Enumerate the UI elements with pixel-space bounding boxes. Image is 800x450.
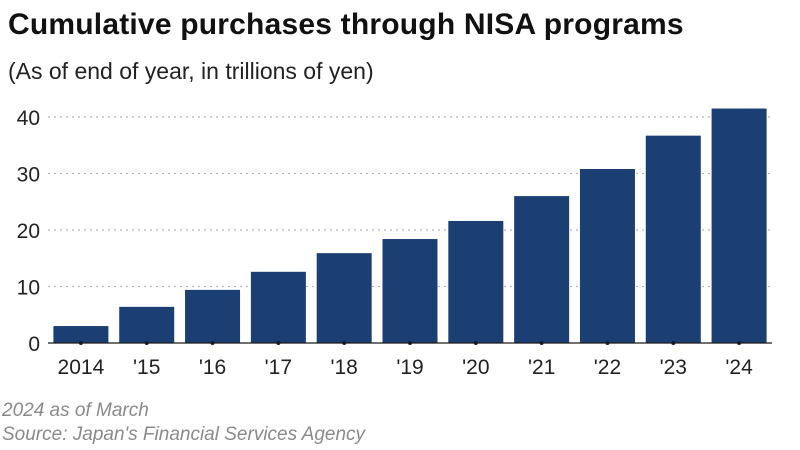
x-tick-label: '15: [133, 356, 160, 379]
bar: [250, 271, 306, 343]
bar: [382, 239, 438, 343]
footnote: 2024 as of March: [2, 400, 149, 421]
x-tick-label: '18: [330, 356, 357, 379]
x-tick-label: '20: [462, 356, 489, 379]
x-tick-label: '16: [199, 356, 226, 379]
y-tick-label: 20: [17, 220, 40, 243]
bar: [514, 196, 570, 343]
x-tick-label: '22: [594, 356, 621, 379]
x-tick-label: '17: [265, 356, 292, 379]
bar: [316, 253, 372, 343]
y-tick-label: 30: [17, 164, 40, 187]
chart-title: Cumulative purchases through NISA progra…: [8, 8, 684, 41]
x-tick-label: '24: [725, 356, 753, 379]
y-tick-label: 40: [17, 107, 40, 130]
bar: [448, 220, 504, 343]
x-tick-label: '21: [528, 356, 555, 379]
bar: [53, 326, 109, 343]
bar: [579, 168, 635, 343]
x-tick-label: '19: [396, 356, 423, 379]
bar: [185, 289, 241, 343]
y-tick-label: 0: [28, 333, 40, 356]
y-tick-label: 10: [17, 277, 40, 300]
bar: [119, 306, 175, 343]
x-tick-label: 2014: [58, 356, 105, 379]
x-tick-label: '23: [660, 356, 687, 379]
bar: [711, 108, 767, 344]
bar: [645, 135, 701, 343]
source-note: Source: Japan's Financial Services Agenc…: [2, 424, 366, 445]
chart-subtitle: (As of end of year, in trillions of yen): [8, 58, 374, 84]
